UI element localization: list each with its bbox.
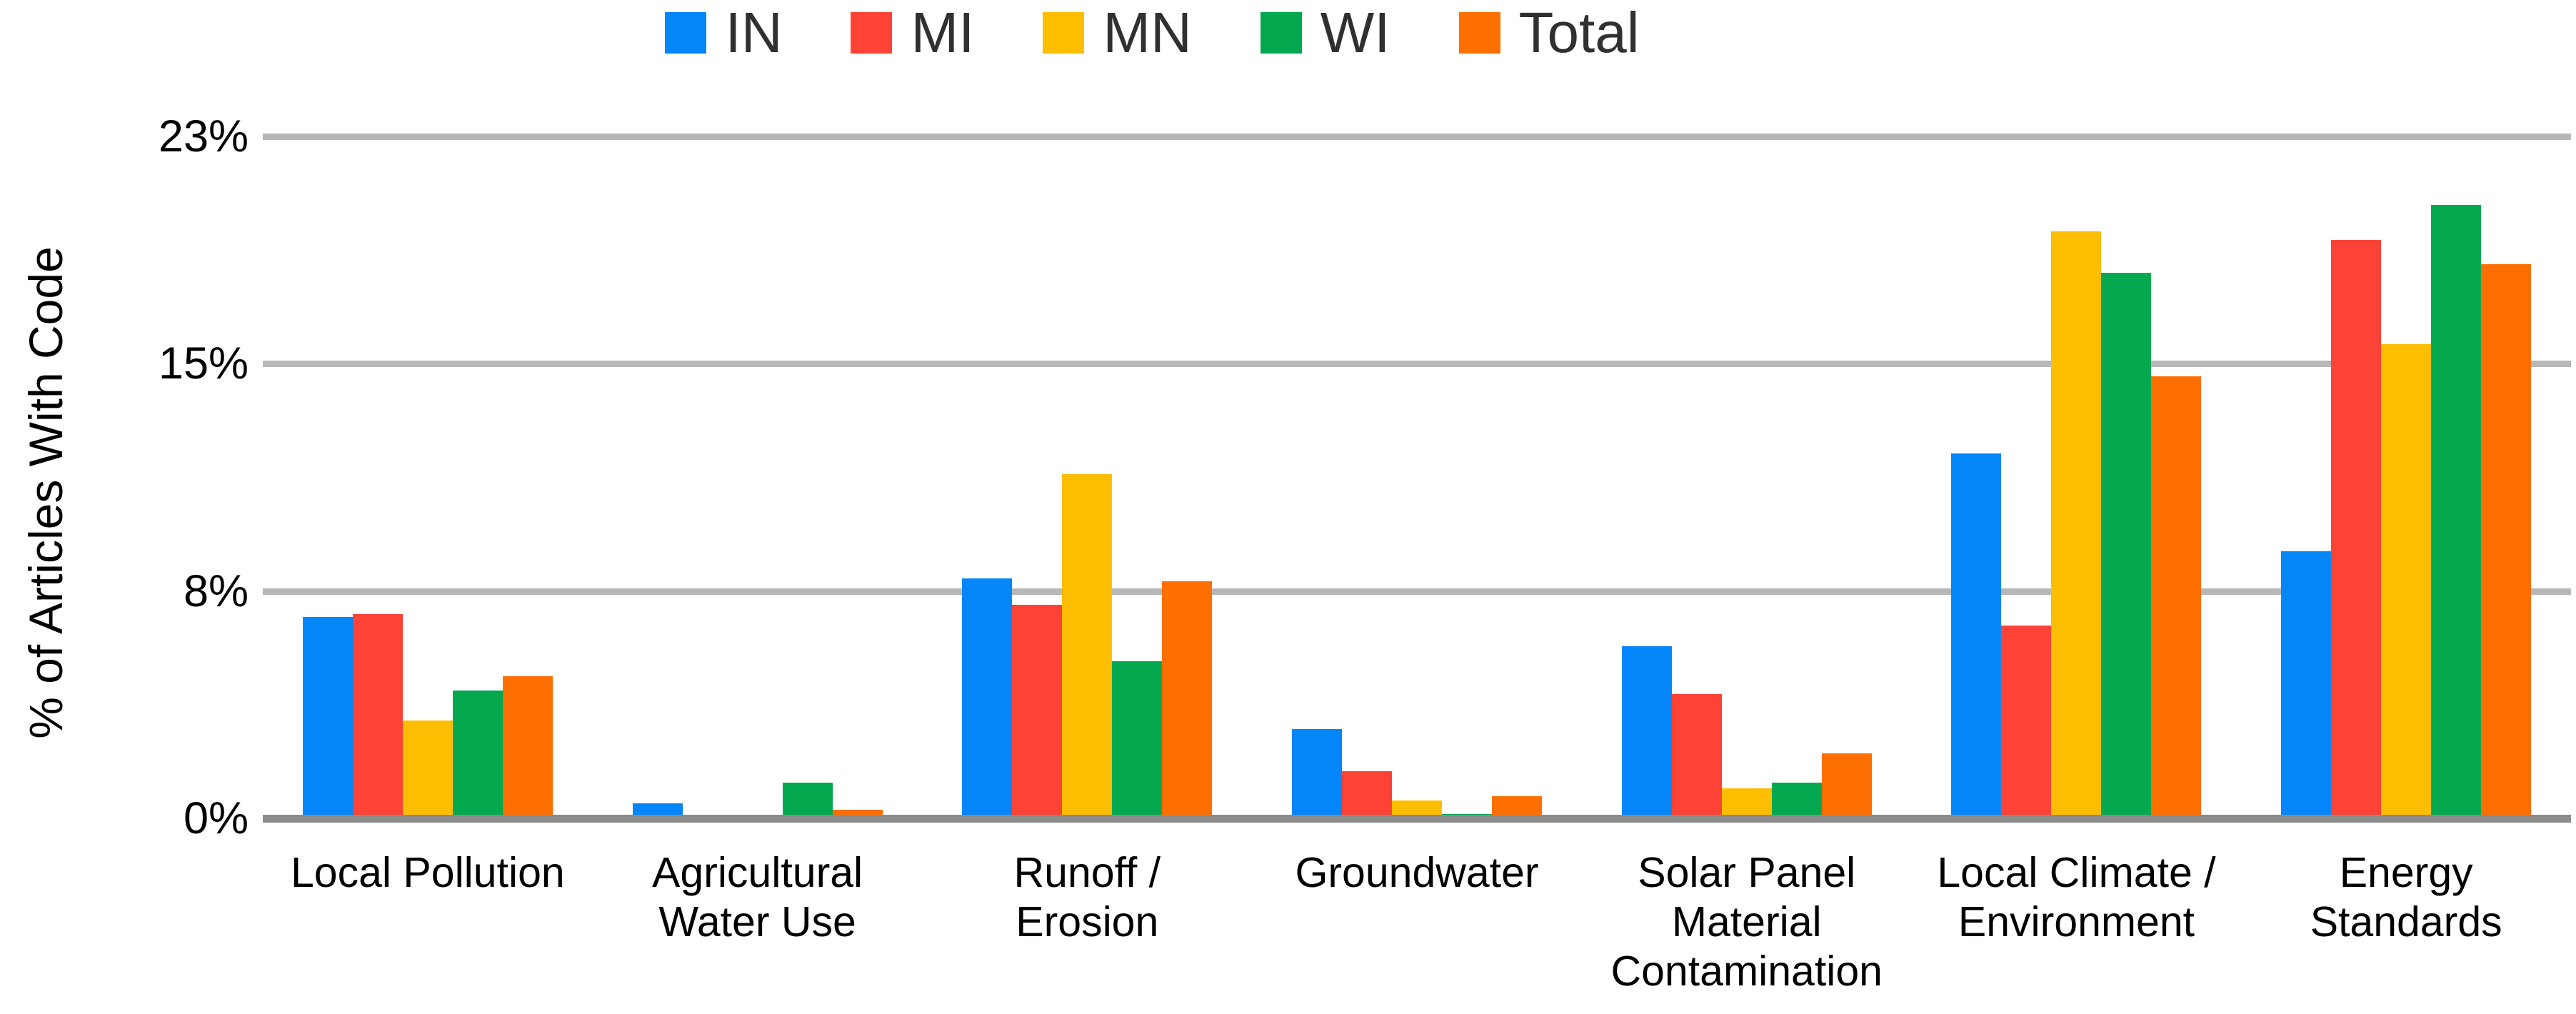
plot-area (263, 134, 2571, 823)
bar-total (2151, 376, 2202, 818)
legend-item-in: IN (665, 4, 782, 61)
bar-wi (1771, 783, 1822, 818)
x-axis-line (263, 815, 2571, 823)
gridline (263, 361, 2571, 368)
legend-swatch-icon (1043, 12, 1085, 54)
bar-group (1582, 136, 1912, 818)
legend-swatch-icon (851, 12, 893, 54)
bar-groups-container (263, 136, 2571, 818)
bar-mn (1062, 474, 1113, 818)
legend-swatch-icon (1260, 12, 1302, 54)
bar-in (632, 803, 683, 818)
bar-total (1821, 753, 1872, 818)
x-category-label: Runoff / Erosion (1013, 849, 1161, 945)
y-tick-label: 8% (183, 566, 249, 616)
x-category-label: Energy Standards (2310, 849, 2502, 945)
bar-mn (2381, 343, 2432, 818)
bar-mi (1671, 693, 1722, 818)
bar-in (2281, 551, 2332, 818)
bar-mi (2331, 240, 2382, 818)
y-tick-label: 0% (183, 793, 249, 843)
bar-group (593, 136, 923, 818)
bar-in (1621, 646, 1672, 818)
x-category-label: Agricultural Water Use (652, 849, 863, 945)
bar-total (1492, 795, 1543, 818)
bar-mn (1721, 788, 1772, 818)
legend-label: WI (1320, 1, 1390, 64)
legend-item-mi: MI (851, 4, 974, 61)
bar-mi (2001, 626, 2052, 818)
bar-in (302, 616, 353, 818)
bar-mi (1342, 770, 1393, 818)
x-category-label: Local Climate / Environment (1937, 849, 2216, 945)
legend-item-total: Total (1458, 1, 1640, 64)
bar-wi (2101, 273, 2152, 818)
x-category-label: Local Pollution (290, 849, 565, 896)
bar-total (2481, 263, 2532, 818)
bar-group (922, 136, 1252, 818)
bar-wi (1112, 661, 1163, 818)
bar-mn (402, 720, 453, 818)
legend-swatch-icon (665, 12, 707, 54)
bar-wi (782, 783, 833, 818)
bar-wi (2431, 204, 2482, 818)
bar-in (1951, 453, 2002, 818)
legend-label: MN (1103, 1, 1192, 64)
y-tick-label: 23% (158, 111, 249, 161)
bar-wi (452, 691, 503, 818)
bar-mn (2051, 231, 2102, 818)
bar-in (1292, 729, 1343, 818)
legend-label: IN (725, 1, 783, 64)
legend-item-mn: MN (1043, 1, 1192, 64)
y-axis-tick-labels: 0% 8% 15% 23% (0, 0, 249, 1014)
x-axis-category-labels: Local Pollution Agricultural Water Use Run… (263, 848, 2571, 996)
bar-group (2241, 136, 2571, 818)
bar-total (502, 676, 553, 818)
bar-mi (1012, 605, 1063, 818)
gridline (263, 588, 2571, 595)
bar-group (1912, 136, 2242, 818)
bar-group (263, 136, 593, 818)
legend-swatch-icon (1458, 12, 1500, 54)
y-tick-label: 15% (158, 338, 249, 389)
legend-item-wi: WI (1260, 1, 1390, 64)
x-category-label: Groundwater (1295, 849, 1539, 896)
gridline (263, 134, 2571, 140)
bar-total (1162, 581, 1213, 818)
x-category-label: Solar Panel Material Contamination (1610, 849, 1883, 995)
bar-mi (352, 613, 403, 818)
legend-label: Total (1518, 1, 1640, 64)
legend-label: MI (911, 1, 975, 64)
bar-in (962, 578, 1013, 818)
bar-group (1252, 136, 1582, 818)
chart-legend: IN MI MN WI Total (0, 4, 2440, 61)
